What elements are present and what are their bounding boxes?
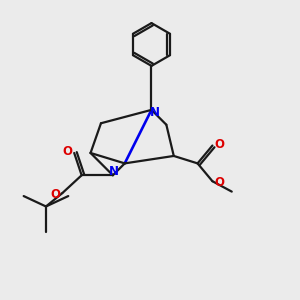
Text: N: N <box>109 165 119 178</box>
Text: O: O <box>51 188 61 201</box>
Text: O: O <box>214 176 224 189</box>
Text: O: O <box>214 138 224 151</box>
Text: O: O <box>63 145 73 158</box>
Text: N: N <box>149 106 160 119</box>
